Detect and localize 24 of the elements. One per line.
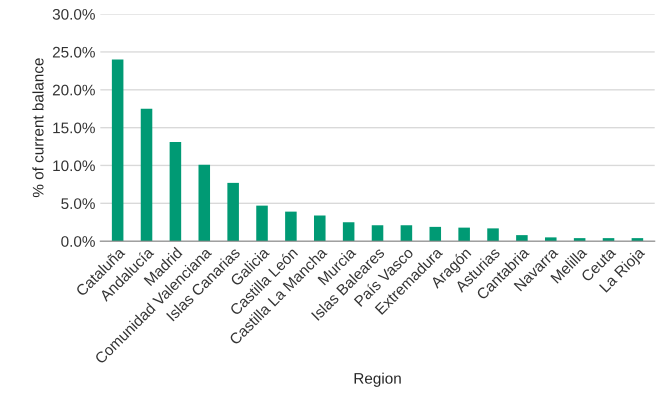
y-tick-label: 15.0% (53, 122, 95, 134)
bar (170, 142, 182, 242)
bar (227, 182, 239, 242)
bar (314, 215, 326, 242)
bar (198, 164, 210, 242)
bar (458, 228, 470, 242)
bar (342, 222, 354, 242)
y-tick-label: 0.0% (61, 236, 95, 247)
y-tick-label: 25.0% (52, 46, 95, 58)
bar (429, 226, 442, 242)
y-axis-title: % of current balance (32, 58, 44, 198)
x-axis-title: Region (354, 372, 401, 387)
y-tick-label: 20.0% (52, 84, 95, 96)
y-tick-label: 5.0% (61, 198, 95, 210)
y-tick-label: 30.0% (52, 8, 95, 20)
bar (487, 228, 499, 242)
bar (112, 59, 124, 242)
bar (140, 108, 152, 242)
y-tick-label: 10.0% (53, 160, 95, 172)
bar (516, 235, 528, 242)
bar (285, 212, 297, 242)
bar (400, 225, 412, 242)
bar (372, 225, 384, 242)
bar (256, 206, 268, 242)
